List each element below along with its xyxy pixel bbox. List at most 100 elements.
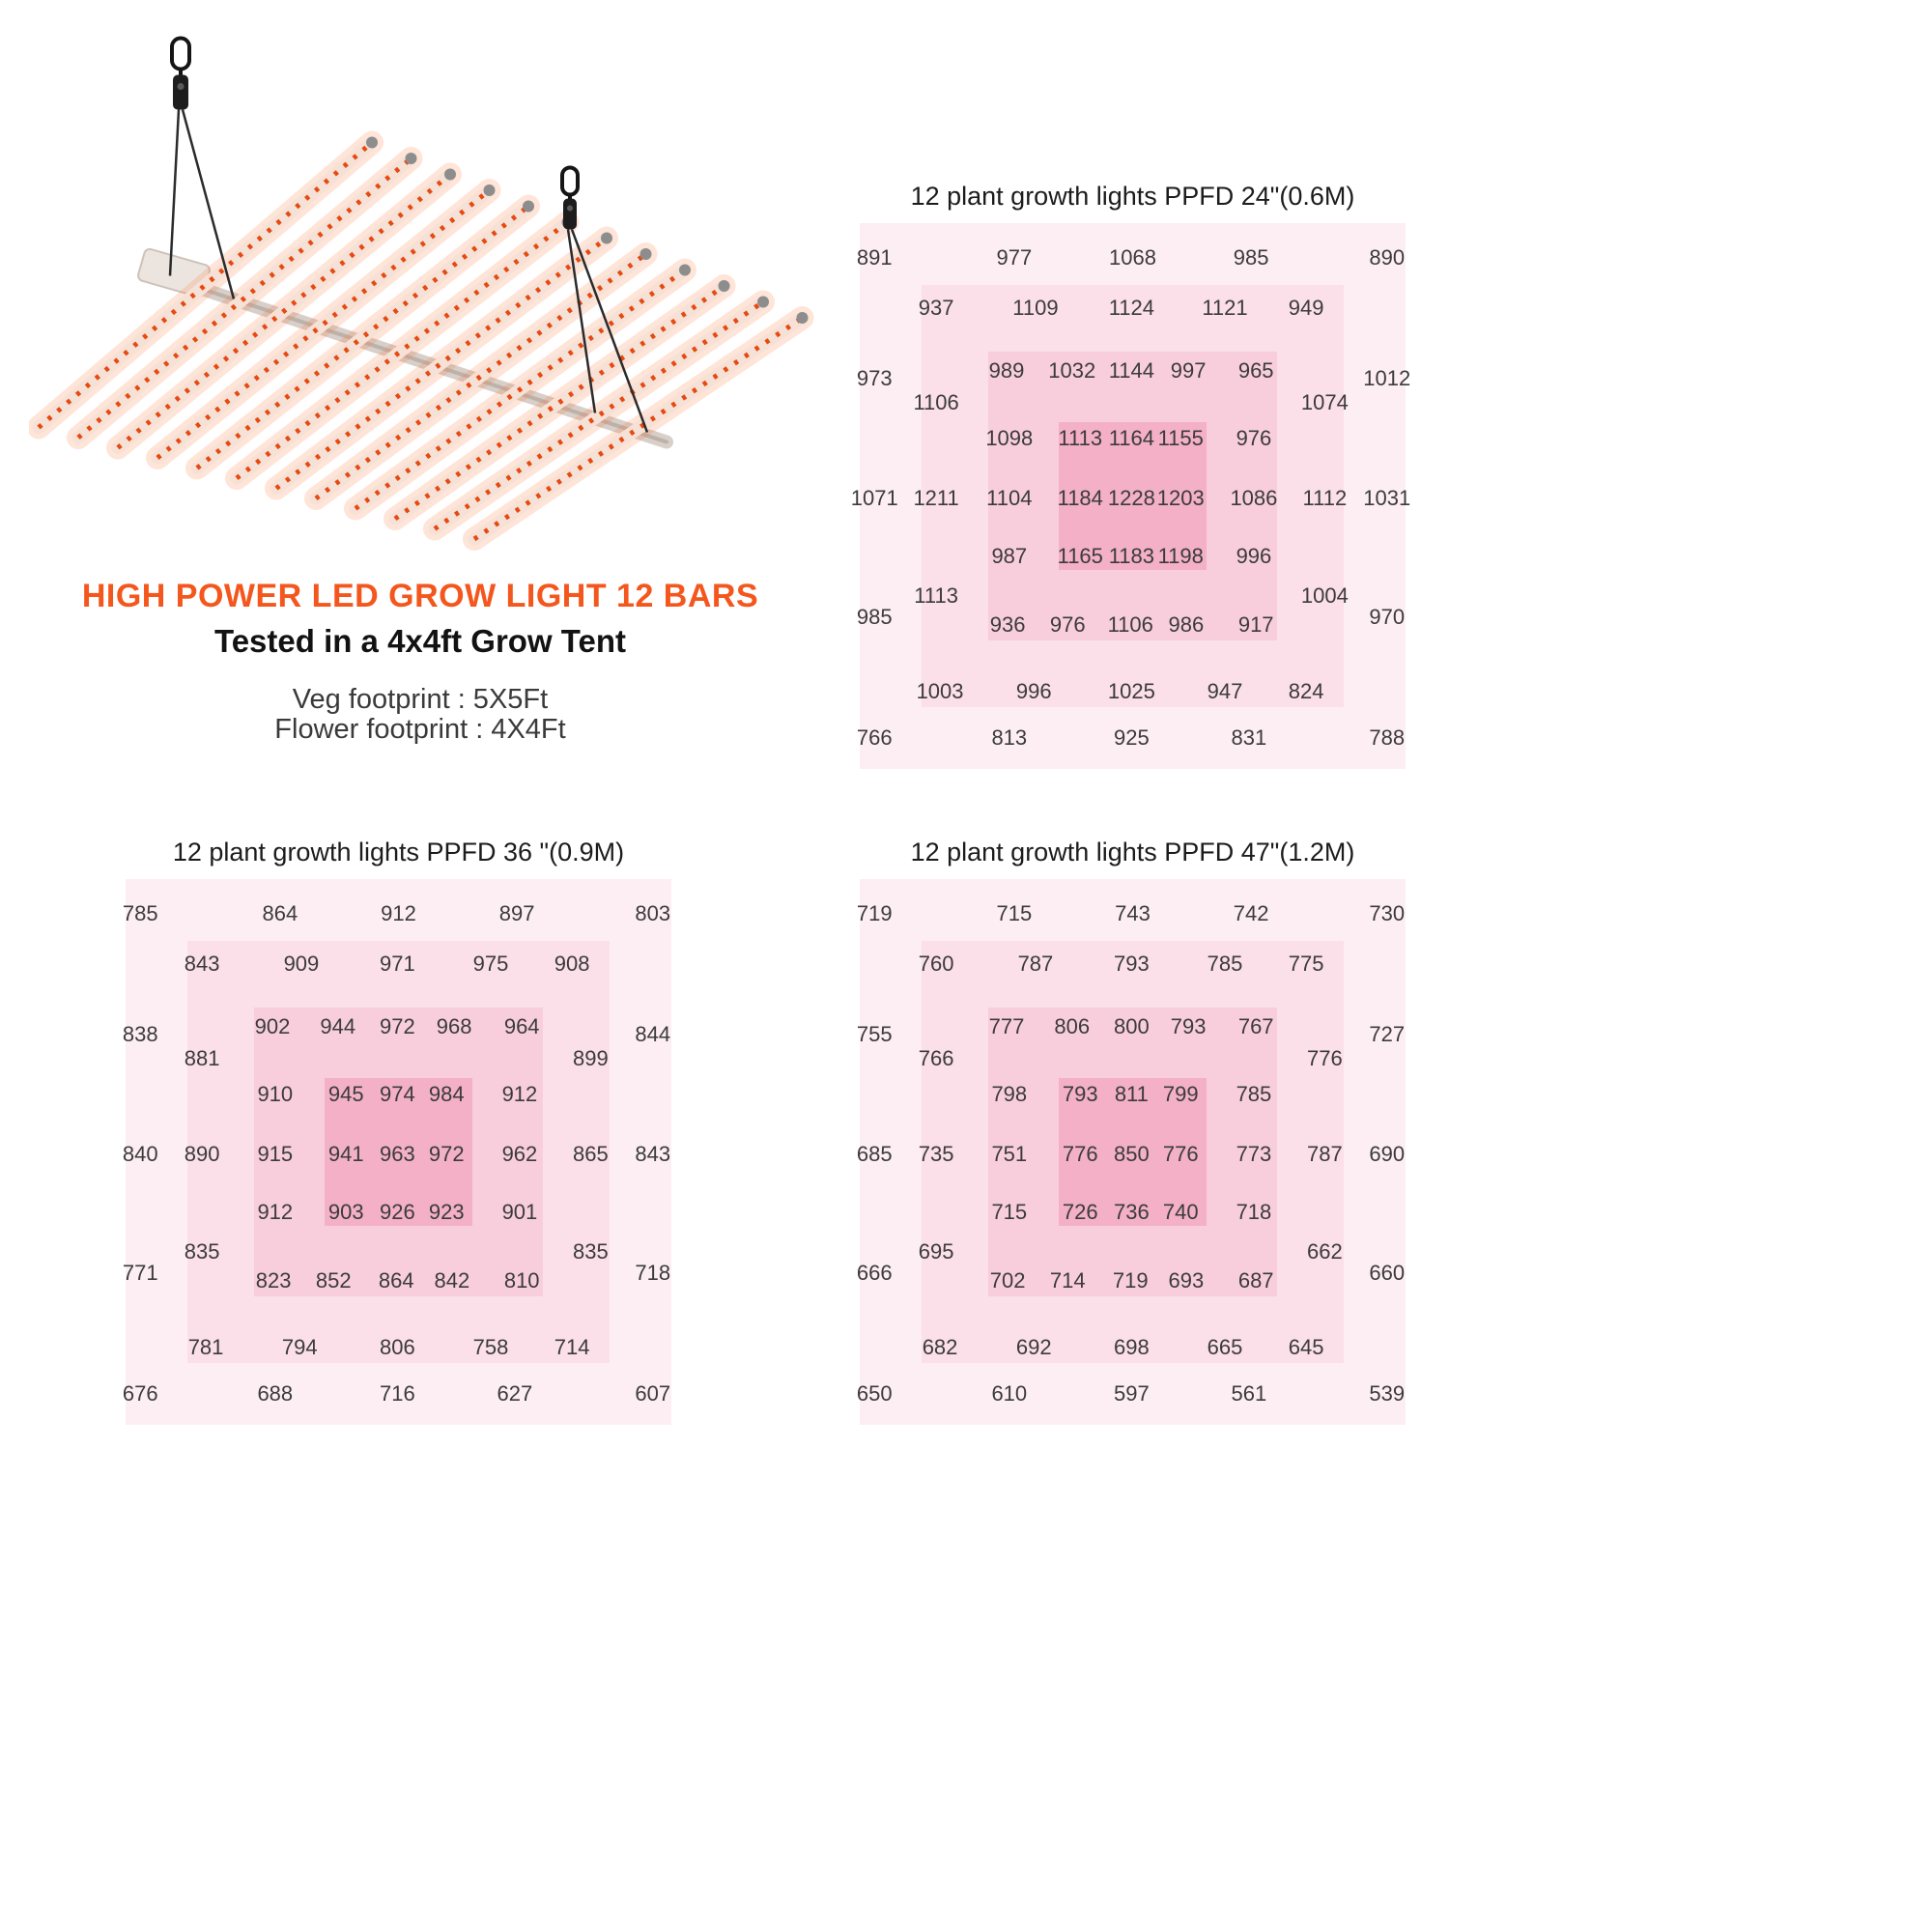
ppfd-value: 773 [1236,1141,1272,1166]
ppfd-value: 751 [991,1141,1028,1166]
ppfd-value: 909 [283,952,320,977]
hanger-hook-right-icon [560,165,649,433]
ppfd-value: 917 [1237,611,1274,637]
ppfd-value: 799 [1162,1082,1199,1107]
ppfd-value: 890 [1369,245,1406,270]
ppfd-value: 843 [184,952,220,977]
led-bar [116,172,452,450]
bar-end-cap [601,232,612,244]
heatmap-title: 12 plant growth lights PPFD 36 "(0.9M) [172,838,625,867]
ppfd-value: 864 [378,1267,414,1293]
heatmap-zone-center [324,1077,473,1227]
ppfd-value: 1025 [1107,678,1155,703]
ppfd-value: 965 [1237,357,1274,383]
heatmap-title: 12 plant growth lights PPFD 24"(0.6M) [910,182,1355,211]
headline: HIGH POWER LED GROW LIGHT 12 BARS [81,578,759,614]
ppfd-value: 800 [1114,1013,1150,1038]
ppfd-value: 806 [380,1334,415,1359]
ppfd-value: 727 [1369,1022,1406,1047]
bar-end-cap [679,264,691,276]
ppfd-value: 743 [1115,901,1151,926]
ppfd-value: 1086 [1230,485,1278,510]
ppfd-value: 760 [918,952,954,977]
ppfd-value: 864 [262,901,298,926]
ppfd-value: 1106 [913,390,959,415]
ppfd-value: 793 [1170,1013,1207,1038]
ppfd-value: 793 [1062,1082,1098,1107]
ppfd-value: 1113 [914,582,958,608]
ppfd-value: 973 [856,366,893,391]
ppfd-value: 735 [918,1141,954,1166]
ppfd-value: 977 [996,245,1033,270]
ppfd-value: 777 [988,1013,1025,1038]
ppfd-value: 937 [918,296,954,321]
ppfd-value: 806 [1054,1013,1091,1038]
ppfd-value: 688 [257,1380,294,1406]
ppfd-value: 803 [635,901,671,926]
ppfd-value: 936 [989,611,1026,637]
ppfd-value: 1183 [1108,543,1155,568]
ppfd-value: 1071 [850,485,898,510]
ppfd-value: 901 [501,1199,538,1224]
ppfd-value: 813 [991,724,1028,750]
ppfd-value: 985 [856,604,893,629]
led-bar [314,251,647,501]
ppfd-value: 742 [1233,901,1269,926]
ppfd-value: 730 [1369,901,1406,926]
ppfd-value: 785 [122,901,158,926]
led-bar [393,283,725,522]
ppfd-value: 840 [122,1141,158,1166]
ppfd-value: 976 [1049,611,1086,637]
ppfd-value: 719 [856,901,893,926]
ppfd-value: 964 [503,1013,540,1038]
ppfd-value: 912 [257,1199,294,1224]
ppfd-value: 824 [1288,678,1324,703]
ppfd-value: 702 [989,1267,1026,1293]
ppfd-value: 719 [1112,1267,1149,1293]
ppfd-value: 1121 [1202,296,1248,321]
ppfd-value: 997 [1170,357,1207,383]
ppfd-value: 788 [1369,724,1406,750]
heatmap-board: 719 715 743 742 730 760 787 793 785 775 777 806 800 7… [856,879,1406,1425]
bar-end-cap [796,312,809,324]
ppfd-value: 776 [1307,1046,1343,1071]
ppfd-value: 962 [501,1141,538,1166]
ppfd-value: 736 [1114,1199,1150,1224]
ppfd-value: 835 [573,1238,609,1264]
ppfd-value: 610 [991,1380,1028,1406]
led-bar [230,215,574,485]
ppfd-value: 831 [1231,724,1267,750]
ppfd-value: 1104 [986,485,1033,510]
bar-end-cap [366,136,378,149]
ppfd-value: 1228 [1107,485,1155,510]
hanger-hook-left-icon [168,36,236,299]
ppfd-value: 881 [184,1046,220,1071]
ppfd-value: 787 [1017,952,1054,977]
ppfd-value: 1113 [1058,426,1103,451]
ppfd-value: 1003 [916,678,964,703]
heatmap-board: 891 977 1068 985 890 937 1109 1124 1121 949 989 103… [851,223,1410,769]
ppfd-value: 766 [918,1046,954,1071]
ppfd-value: 785 [1207,952,1243,977]
ppfd-value: 793 [1114,952,1150,977]
ppfd-value: 987 [991,543,1028,568]
bar-end-cap [639,248,652,260]
ppfd-value: 698 [1114,1334,1150,1359]
ppfd-value: 926 [380,1199,415,1224]
ppfd-value: 912 [381,901,416,926]
heatmap-zone-center [1058,1077,1208,1227]
ppfd-value: 1112 [1302,485,1348,510]
led-bars [29,130,814,551]
ppfd-value: 989 [988,357,1025,383]
ppfd-value: 1032 [1048,357,1096,383]
ppfd-value: 810 [503,1267,540,1293]
marketing-copy: HIGH POWER LED GROW LIGHT 12 BARS Tested… [39,578,802,745]
ppfd-value: 1124 [1108,296,1155,321]
ppfd-value: 787 [1307,1141,1343,1166]
ppfd-value: 695 [918,1238,954,1264]
ppfd-value: 781 [187,1334,224,1359]
bar-end-cap [444,168,456,181]
ppfd-value: 843 [635,1141,671,1166]
ppfd-value: 852 [315,1267,352,1293]
ppfd-value: 915 [257,1141,294,1166]
